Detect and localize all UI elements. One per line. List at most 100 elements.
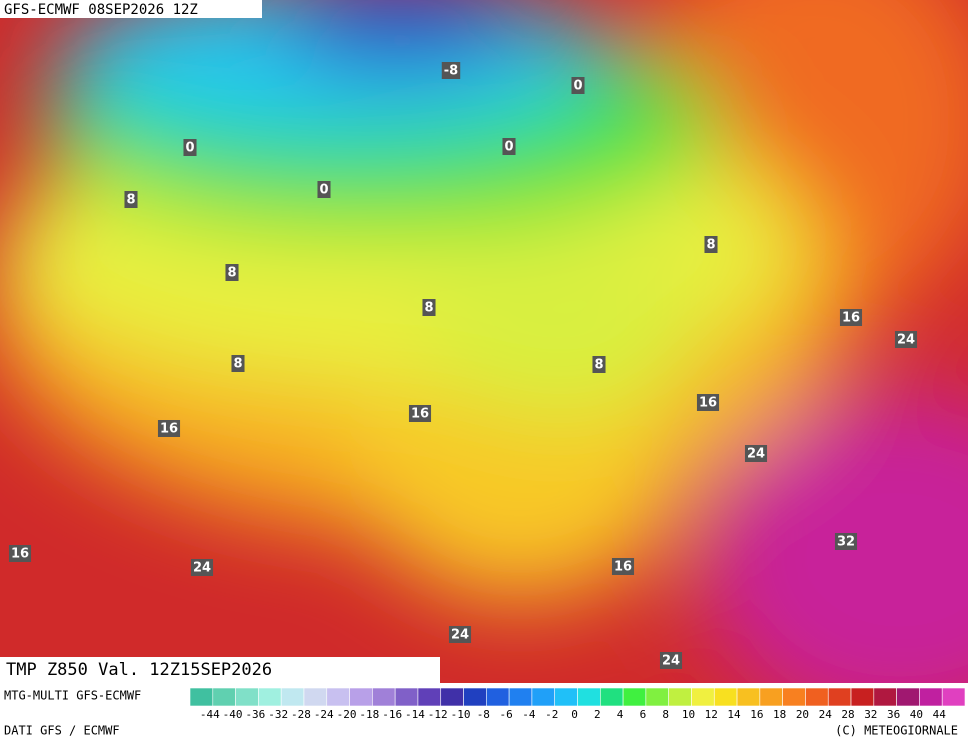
legend-swatch bbox=[941, 687, 966, 707]
contour-label-box bbox=[8, 545, 32, 562]
contour-label-box bbox=[592, 356, 606, 373]
contour-label-box bbox=[441, 62, 461, 79]
legend-tick-label: 44 bbox=[933, 708, 947, 721]
contour-label: 0 bbox=[319, 183, 328, 198]
legend-tick-label: 18 bbox=[773, 708, 786, 721]
legend-tick-label: 14 bbox=[727, 708, 741, 721]
legend-swatch bbox=[577, 687, 601, 707]
legend-swatch bbox=[258, 687, 282, 707]
legend-swatch bbox=[919, 687, 943, 707]
legend-swatch bbox=[827, 687, 852, 707]
legend-swatch bbox=[691, 687, 715, 707]
contour-label-box bbox=[231, 355, 245, 372]
contour-label: 8 bbox=[126, 193, 135, 208]
legend-swatch bbox=[850, 687, 875, 707]
legend-tick-label: -40 bbox=[223, 708, 243, 721]
contour-label: 8 bbox=[233, 357, 242, 372]
legend-swatch bbox=[440, 687, 464, 707]
contour-label: 16 bbox=[699, 396, 717, 411]
legend-swatch bbox=[212, 687, 236, 707]
legend-tick-label: 4 bbox=[617, 708, 624, 721]
legend-swatch bbox=[486, 687, 510, 707]
contour-label: 0 bbox=[504, 140, 513, 155]
color-legend: -44 -40 -36 -32 -28 -24 -20 -18 -16 -14 -12 -10 -8 -6… bbox=[189, 687, 966, 721]
legend-tick-label: -2 bbox=[545, 708, 558, 721]
legend-swatch bbox=[235, 687, 259, 707]
legend-tick-label: -32 bbox=[268, 708, 288, 721]
contour-label-box bbox=[502, 138, 516, 155]
legend-swatch bbox=[326, 687, 350, 707]
legend-tick-label: -20 bbox=[337, 708, 357, 721]
contour-label: 0 bbox=[573, 79, 582, 94]
legend-tick-label: 2 bbox=[594, 708, 601, 721]
contour-label: 24 bbox=[897, 333, 915, 348]
legend-tick-label: 6 bbox=[640, 708, 647, 721]
legend-tick-label: -16 bbox=[382, 708, 402, 721]
model-label: MTG-MULTI GFS-ECMWF bbox=[4, 689, 141, 703]
legend-swatch bbox=[645, 687, 669, 707]
legend-tick-label: 12 bbox=[705, 708, 718, 721]
legend-swatch bbox=[189, 687, 214, 707]
legend-tick-label: -12 bbox=[428, 708, 448, 721]
contour-label-box bbox=[659, 652, 683, 669]
legend-tick-label: -14 bbox=[405, 708, 425, 721]
contour-label: 8 bbox=[706, 238, 715, 253]
legend-swatch bbox=[531, 687, 556, 707]
legend-tick-label: 10 bbox=[682, 708, 695, 721]
legend-swatch bbox=[805, 687, 829, 707]
legend-tick-label: 36 bbox=[887, 708, 900, 721]
legend-swatch bbox=[782, 687, 806, 707]
legend-swatch bbox=[759, 687, 783, 707]
source-label: DATI GFS / ECMWF bbox=[4, 724, 120, 738]
contour-label-box bbox=[704, 236, 718, 253]
contour-label: 16 bbox=[411, 407, 429, 422]
legend-tick-label: 24 bbox=[819, 708, 833, 721]
legend-tick-label: 32 bbox=[864, 708, 877, 721]
contour-label-box bbox=[894, 331, 918, 348]
contour-label-box bbox=[611, 558, 635, 575]
contour-label-box bbox=[317, 181, 331, 198]
legend-tick-label: 8 bbox=[662, 708, 669, 721]
contour-label: 24 bbox=[747, 447, 765, 462]
legend-swatch bbox=[736, 687, 761, 707]
contour-label: 24 bbox=[193, 561, 211, 576]
legend-tick-label: -24 bbox=[314, 708, 334, 721]
contour-label: 24 bbox=[662, 654, 680, 669]
contour-label: 0 bbox=[185, 141, 194, 156]
legend-swatch bbox=[554, 687, 578, 707]
legend-swatch bbox=[873, 687, 897, 707]
contour-label-box bbox=[190, 559, 214, 576]
legend-tick-label: 0 bbox=[571, 708, 578, 721]
temperature-field bbox=[0, 0, 968, 683]
legend-swatch bbox=[280, 687, 305, 707]
header-box bbox=[0, 0, 262, 18]
contour-label: 8 bbox=[424, 301, 433, 316]
legend-swatch bbox=[303, 687, 328, 707]
legend-tick-label: -44 bbox=[200, 708, 220, 721]
contour-labels: -8 0 0 0 0 8 8 8 8 16 24 8 8 16 16 16 24 32 16 24 16 24 24 bbox=[8, 62, 918, 669]
contour-label-box bbox=[696, 394, 720, 411]
legend-tick-label: 28 bbox=[841, 708, 854, 721]
contour-label: 16 bbox=[160, 422, 178, 437]
legend-tick-label: -28 bbox=[291, 708, 311, 721]
legend-swatch bbox=[713, 687, 738, 707]
legend-swatch bbox=[394, 687, 419, 707]
legend-swatch bbox=[896, 687, 920, 707]
contour-label-box bbox=[225, 264, 239, 281]
legend-tick-label: 20 bbox=[796, 708, 809, 721]
map-title: TMP Z850 Val. 12Z15SEP2026 bbox=[6, 660, 272, 680]
credit-label: (C) METEOGIORNALE bbox=[835, 724, 958, 738]
legend-tick-label: -4 bbox=[522, 708, 536, 721]
contour-label-box bbox=[124, 191, 138, 208]
legend-swatch bbox=[463, 687, 487, 707]
legend-tick-label: 40 bbox=[910, 708, 923, 721]
legend-swatch bbox=[508, 687, 533, 707]
legend-tick-label: -10 bbox=[451, 708, 471, 721]
contour-label: 16 bbox=[614, 560, 632, 575]
legend-tick-label: 16 bbox=[750, 708, 763, 721]
contour-label-box bbox=[408, 405, 432, 422]
contour-label-box bbox=[744, 445, 768, 462]
contour-label: 16 bbox=[842, 311, 860, 326]
contour-label-box bbox=[183, 139, 197, 156]
contour-label-box bbox=[157, 420, 181, 437]
